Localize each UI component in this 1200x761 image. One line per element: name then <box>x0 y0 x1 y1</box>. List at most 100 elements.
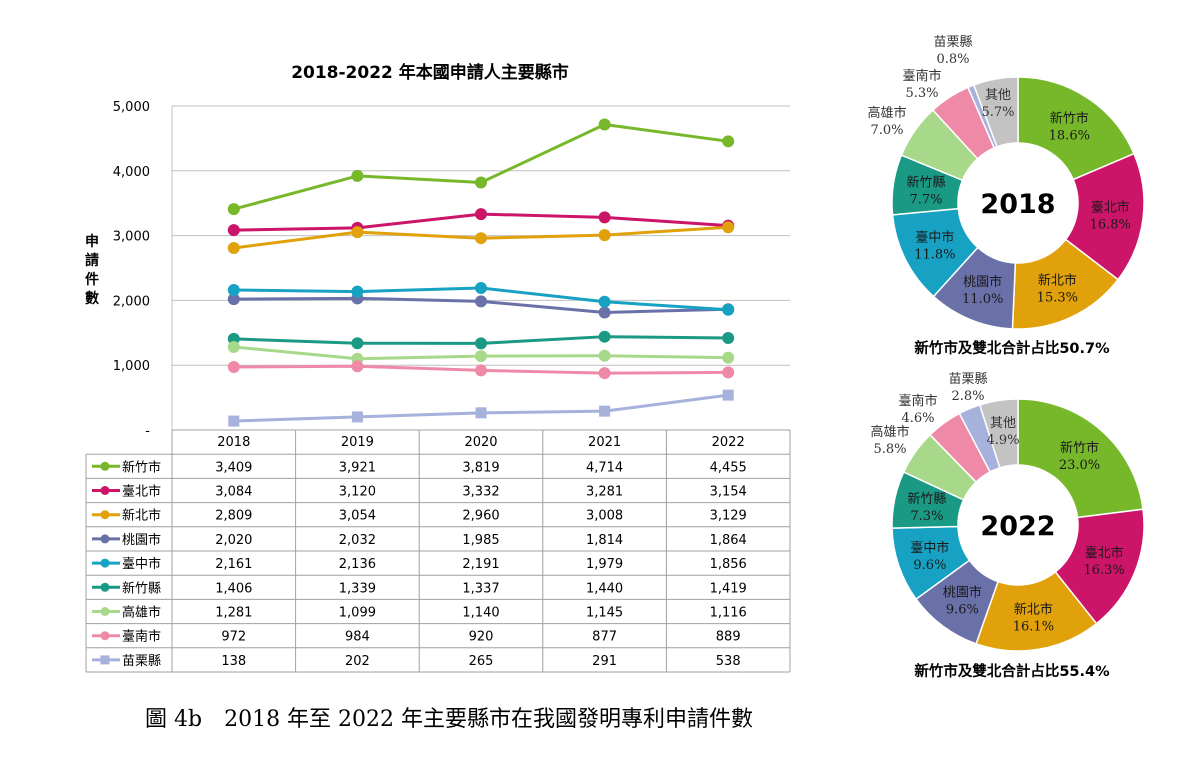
data-point <box>722 389 734 401</box>
data-point <box>475 295 487 308</box>
donut-slice <box>1017 398 1144 519</box>
table-header-year: 2022 <box>712 435 745 450</box>
table-cell: 1,337 <box>462 581 499 596</box>
donut-slice-value: 9.6% <box>946 603 979 618</box>
table-cell: 984 <box>345 630 370 645</box>
donut-slice-name: 臺南市 <box>902 68 941 84</box>
donut-slice-value: 16.3% <box>1083 563 1124 578</box>
data-point <box>475 407 487 419</box>
data-point <box>722 332 735 345</box>
table-cell: 1,339 <box>339 581 376 596</box>
data-point <box>227 283 240 296</box>
data-point <box>351 226 364 239</box>
table-row-label: 桃園市 <box>122 532 161 548</box>
donut-slice <box>972 76 1019 148</box>
table-header-year: 2021 <box>588 435 621 450</box>
data-point <box>598 330 611 343</box>
donut-slice <box>978 398 1019 469</box>
donut-slice-value: 7.0% <box>870 123 903 138</box>
table-cell: 3,921 <box>339 460 376 475</box>
table-cell: 3,054 <box>339 509 376 524</box>
data-point <box>227 241 240 254</box>
donut-slice-name: 其他 <box>985 88 1011 103</box>
data-point <box>722 135 735 148</box>
donut-slice-value: 9.6% <box>913 558 946 573</box>
table-row-label: 新竹市 <box>122 459 161 475</box>
donut-slice-name: 新竹縣 <box>907 174 946 190</box>
table-cell: 2,020 <box>215 533 252 548</box>
donut-slice-value: 15.3% <box>1037 290 1078 305</box>
data-point <box>227 224 240 237</box>
donut-slice-name: 高雄市 <box>870 424 909 440</box>
table-cell: 2,191 <box>462 557 499 572</box>
donut-chart-2018: 新竹市 18.6% 臺北市 16.8% 新北市 15.3% 桃園市 11.0% 臺中市 11.8%… <box>867 35 1145 357</box>
table-row-label: 高雄市 <box>122 605 161 621</box>
donut-slice-value: 4.6% <box>901 411 934 426</box>
line-chart-title: 2018-2022 年本國申請人主要縣市 <box>291 62 569 83</box>
y-tick-label: 3,000 <box>113 230 150 245</box>
table-cell: 1,814 <box>586 533 623 548</box>
data-point <box>598 118 611 131</box>
y-axis-label-char: 數 <box>85 290 99 307</box>
table-cell: 3,819 <box>462 460 499 475</box>
donut-slice-value: 23.0% <box>1059 458 1100 473</box>
table-cell: 1,440 <box>586 581 623 596</box>
data-point <box>351 169 364 182</box>
legend-key-marker <box>100 631 110 641</box>
table-cell: 138 <box>221 654 246 669</box>
figure-caption: 圖 4b 2018 年至 2022 年主要縣市在我國發明專利申請件數 <box>0 700 1200 740</box>
donut-slice-value: 16.8% <box>1090 218 1131 233</box>
table-cell: 1,099 <box>339 606 376 621</box>
donut-slice-value: 7.7% <box>909 192 942 207</box>
donut-center-label: 2022 <box>980 511 1055 542</box>
table-cell: 3,409 <box>215 460 252 475</box>
donut-slice-name: 高雄市 <box>867 105 906 121</box>
donut-slice-value: 11.8% <box>914 248 955 263</box>
table-cell: 3,129 <box>710 509 747 524</box>
y-axis-label-char: 請 <box>85 252 99 269</box>
series-line <box>233 123 729 211</box>
table-cell: 3,120 <box>339 485 376 500</box>
table-cell: 1,856 <box>710 557 747 572</box>
table-cell: 1,406 <box>215 581 252 596</box>
donut-slice-name: 新北市 <box>1038 272 1077 288</box>
donut-slice-value: 11.0% <box>962 292 1003 307</box>
table-row-label: 苗栗縣 <box>122 654 161 669</box>
y-tick-label: 1,000 <box>113 359 150 374</box>
figure-caption-text: 圖 4b 2018 年至 2022 年主要縣市在我國發明專利申請件數 <box>145 707 753 732</box>
donut-slice-value: 18.6% <box>1049 128 1090 143</box>
table-row-label: 臺中市 <box>122 556 161 572</box>
y-tick-label: 4,000 <box>113 165 150 180</box>
table-cell: 3,281 <box>586 485 623 500</box>
data-point <box>475 176 487 189</box>
donut-slice-value: 0.8% <box>936 52 969 67</box>
data-point <box>227 340 240 353</box>
table-header-year: 2020 <box>464 435 497 450</box>
donut-caption: 新竹市及雙北合計占比50.7% <box>914 339 1110 357</box>
donut-slice-name: 苗栗縣 <box>948 372 987 387</box>
line-chart: 2018-2022 年本國申請人主要縣市 - 1,000 2,000 3,000 4,0… <box>85 62 791 673</box>
donut-caption: 新竹市及雙北合計占比55.4% <box>914 662 1110 680</box>
table-cell: 3,332 <box>462 485 499 500</box>
donut-slice-value: 4.9% <box>986 433 1019 448</box>
y-tick-label: 5,000 <box>113 100 150 115</box>
table-cell: 920 <box>469 630 494 645</box>
legend-key-marker <box>100 655 110 665</box>
donut-slice <box>1064 152 1145 281</box>
data-point <box>722 221 735 234</box>
table-cell: 1,985 <box>462 533 499 548</box>
y-axis-label-char: 申 <box>85 233 99 250</box>
donut-slice-name: 苗栗縣 <box>933 35 972 50</box>
data-point <box>227 361 240 374</box>
data-point <box>351 285 364 298</box>
donut-slice-name: 桃園市 <box>963 274 1002 290</box>
legend-key-marker <box>100 510 110 520</box>
data-point <box>351 360 364 373</box>
legend-key-marker <box>100 582 110 592</box>
chart-canvas: 2018-2022 年本國申請人主要縣市 - 1,000 2,000 3,000 4,0… <box>85 35 1145 680</box>
legend-key-marker <box>100 486 110 495</box>
donut-slice-name: 臺中市 <box>910 540 949 556</box>
donut-center-label: 2018 <box>980 189 1055 220</box>
table-row-label: 新竹縣 <box>122 580 161 596</box>
